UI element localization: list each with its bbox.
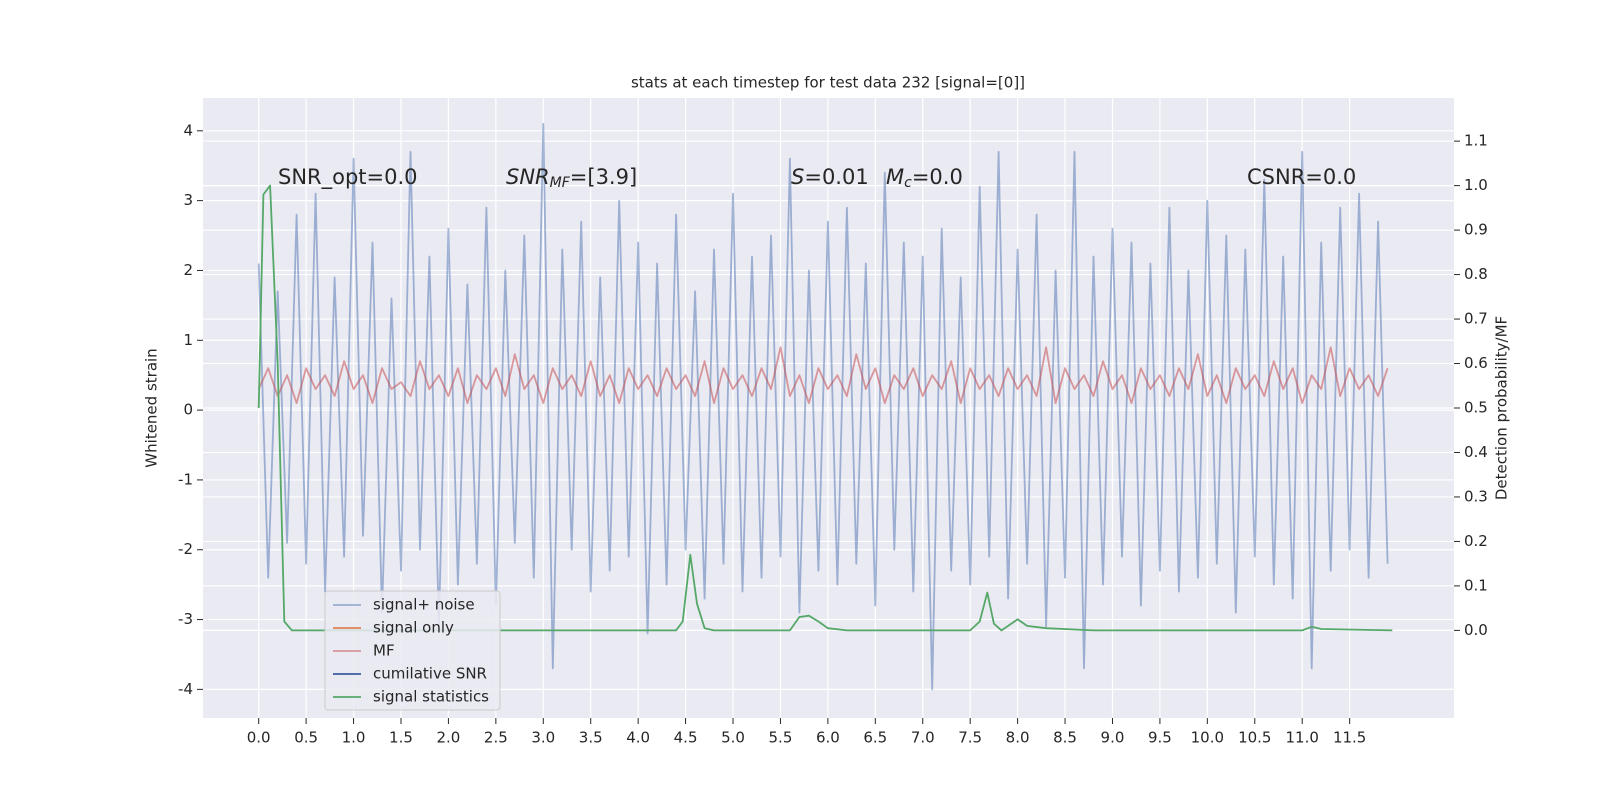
annotation-part: S [791, 165, 804, 189]
y-tick-label: 4 [183, 121, 193, 139]
x-tick-label: 9.0 [1101, 729, 1125, 747]
x-tick-label: 5.0 [721, 729, 745, 747]
x-tick-label: 7.5 [958, 729, 982, 747]
x-tick-label: 3.5 [579, 729, 603, 747]
annotation-sub: MF [550, 175, 571, 191]
legend-box [324, 590, 501, 711]
y2-tick-label: 0.5 [1464, 399, 1488, 417]
y-tick-label: 2 [183, 261, 193, 279]
annotation-part: M [886, 165, 904, 189]
legend-label: signal only [373, 619, 454, 637]
annotation-part: SNR [506, 165, 550, 189]
annotation-part: =[3.9] [570, 165, 637, 189]
y2-tick-label: 0.0 [1464, 621, 1488, 639]
x-tick-label: 1.5 [389, 729, 413, 747]
y2-tick-label: 0.7 [1464, 310, 1488, 328]
x-tick-label: 2.0 [436, 729, 460, 747]
y-tick-label: 1 [183, 331, 193, 349]
annotation: Mc=0.0 [886, 165, 963, 191]
y-tick-label: -1 [178, 470, 193, 488]
x-tick-label: 8.0 [1006, 729, 1030, 747]
x-tick-label: 0.0 [247, 729, 271, 747]
y2-tick-label: 0.9 [1464, 221, 1488, 239]
annotation: SNR_opt=0.0 [278, 165, 418, 190]
x-tick-label: 7.0 [911, 729, 935, 747]
y2-tick-label: 1.0 [1464, 176, 1488, 194]
annotation: S=0.01 [791, 165, 869, 189]
legend-label: cumilative SNR [373, 665, 487, 683]
series-line [257, 122, 1389, 691]
x-tick-label: 1.0 [342, 729, 366, 747]
annotation-sub: c [904, 175, 912, 191]
annotation-part: SNR_opt=0.0 [278, 165, 418, 190]
y-tick-label: -2 [178, 540, 193, 558]
y2-tick-label: 0.4 [1464, 443, 1488, 461]
x-tick-label: 11.5 [1333, 729, 1366, 747]
chart-title: stats at each timestep for test data 232… [631, 74, 1025, 92]
annotation-part: =0.01 [804, 165, 868, 189]
legend-label: signal statistics [373, 688, 489, 706]
x-tick-label: 6.5 [863, 729, 887, 747]
y2-tick-label: 1.1 [1464, 132, 1488, 150]
y2-tick-label: 0.1 [1464, 576, 1488, 594]
x-tick-label: 3.0 [531, 729, 555, 747]
annotation: CSNR=0.0 [1247, 165, 1356, 189]
y2-tick-label: 0.8 [1464, 265, 1488, 283]
series-line [257, 346, 1389, 404]
y2-tick-label: 0.2 [1464, 532, 1488, 550]
y-tick-label: -3 [178, 610, 193, 628]
x-tick-label: 2.5 [484, 729, 508, 747]
x-tick-label: 4.0 [626, 729, 650, 747]
y2-tick-label: 0.6 [1464, 354, 1488, 372]
y-tick-label: -4 [178, 680, 193, 698]
y2-tick-label: 0.3 [1464, 487, 1488, 505]
x-tick-label: 10.0 [1191, 729, 1224, 747]
legend-label: MF [373, 642, 395, 660]
y-axis-label: Whitened strain [143, 348, 161, 467]
x-tick-label: 5.5 [769, 729, 793, 747]
x-tick-label: 6.0 [816, 729, 840, 747]
legend-label: signal+ noise [373, 596, 475, 614]
x-tick-label: 10.5 [1238, 729, 1271, 747]
annotation-part: =0.0 [912, 165, 963, 189]
x-tick-label: 4.5 [674, 729, 698, 747]
x-tick-label: 8.5 [1053, 729, 1077, 747]
x-tick-label: 0.5 [294, 729, 318, 747]
x-tick-label: 9.5 [1148, 729, 1172, 747]
x-tick-label: 11.0 [1286, 729, 1319, 747]
annotation-part: CSNR=0.0 [1247, 165, 1356, 189]
y2-axis-label: Detection probability/MF [1493, 316, 1511, 500]
annotation: SNRMF=[3.9] [506, 165, 637, 191]
y-tick-label: 3 [183, 191, 193, 209]
y-tick-label: 0 [183, 401, 193, 419]
